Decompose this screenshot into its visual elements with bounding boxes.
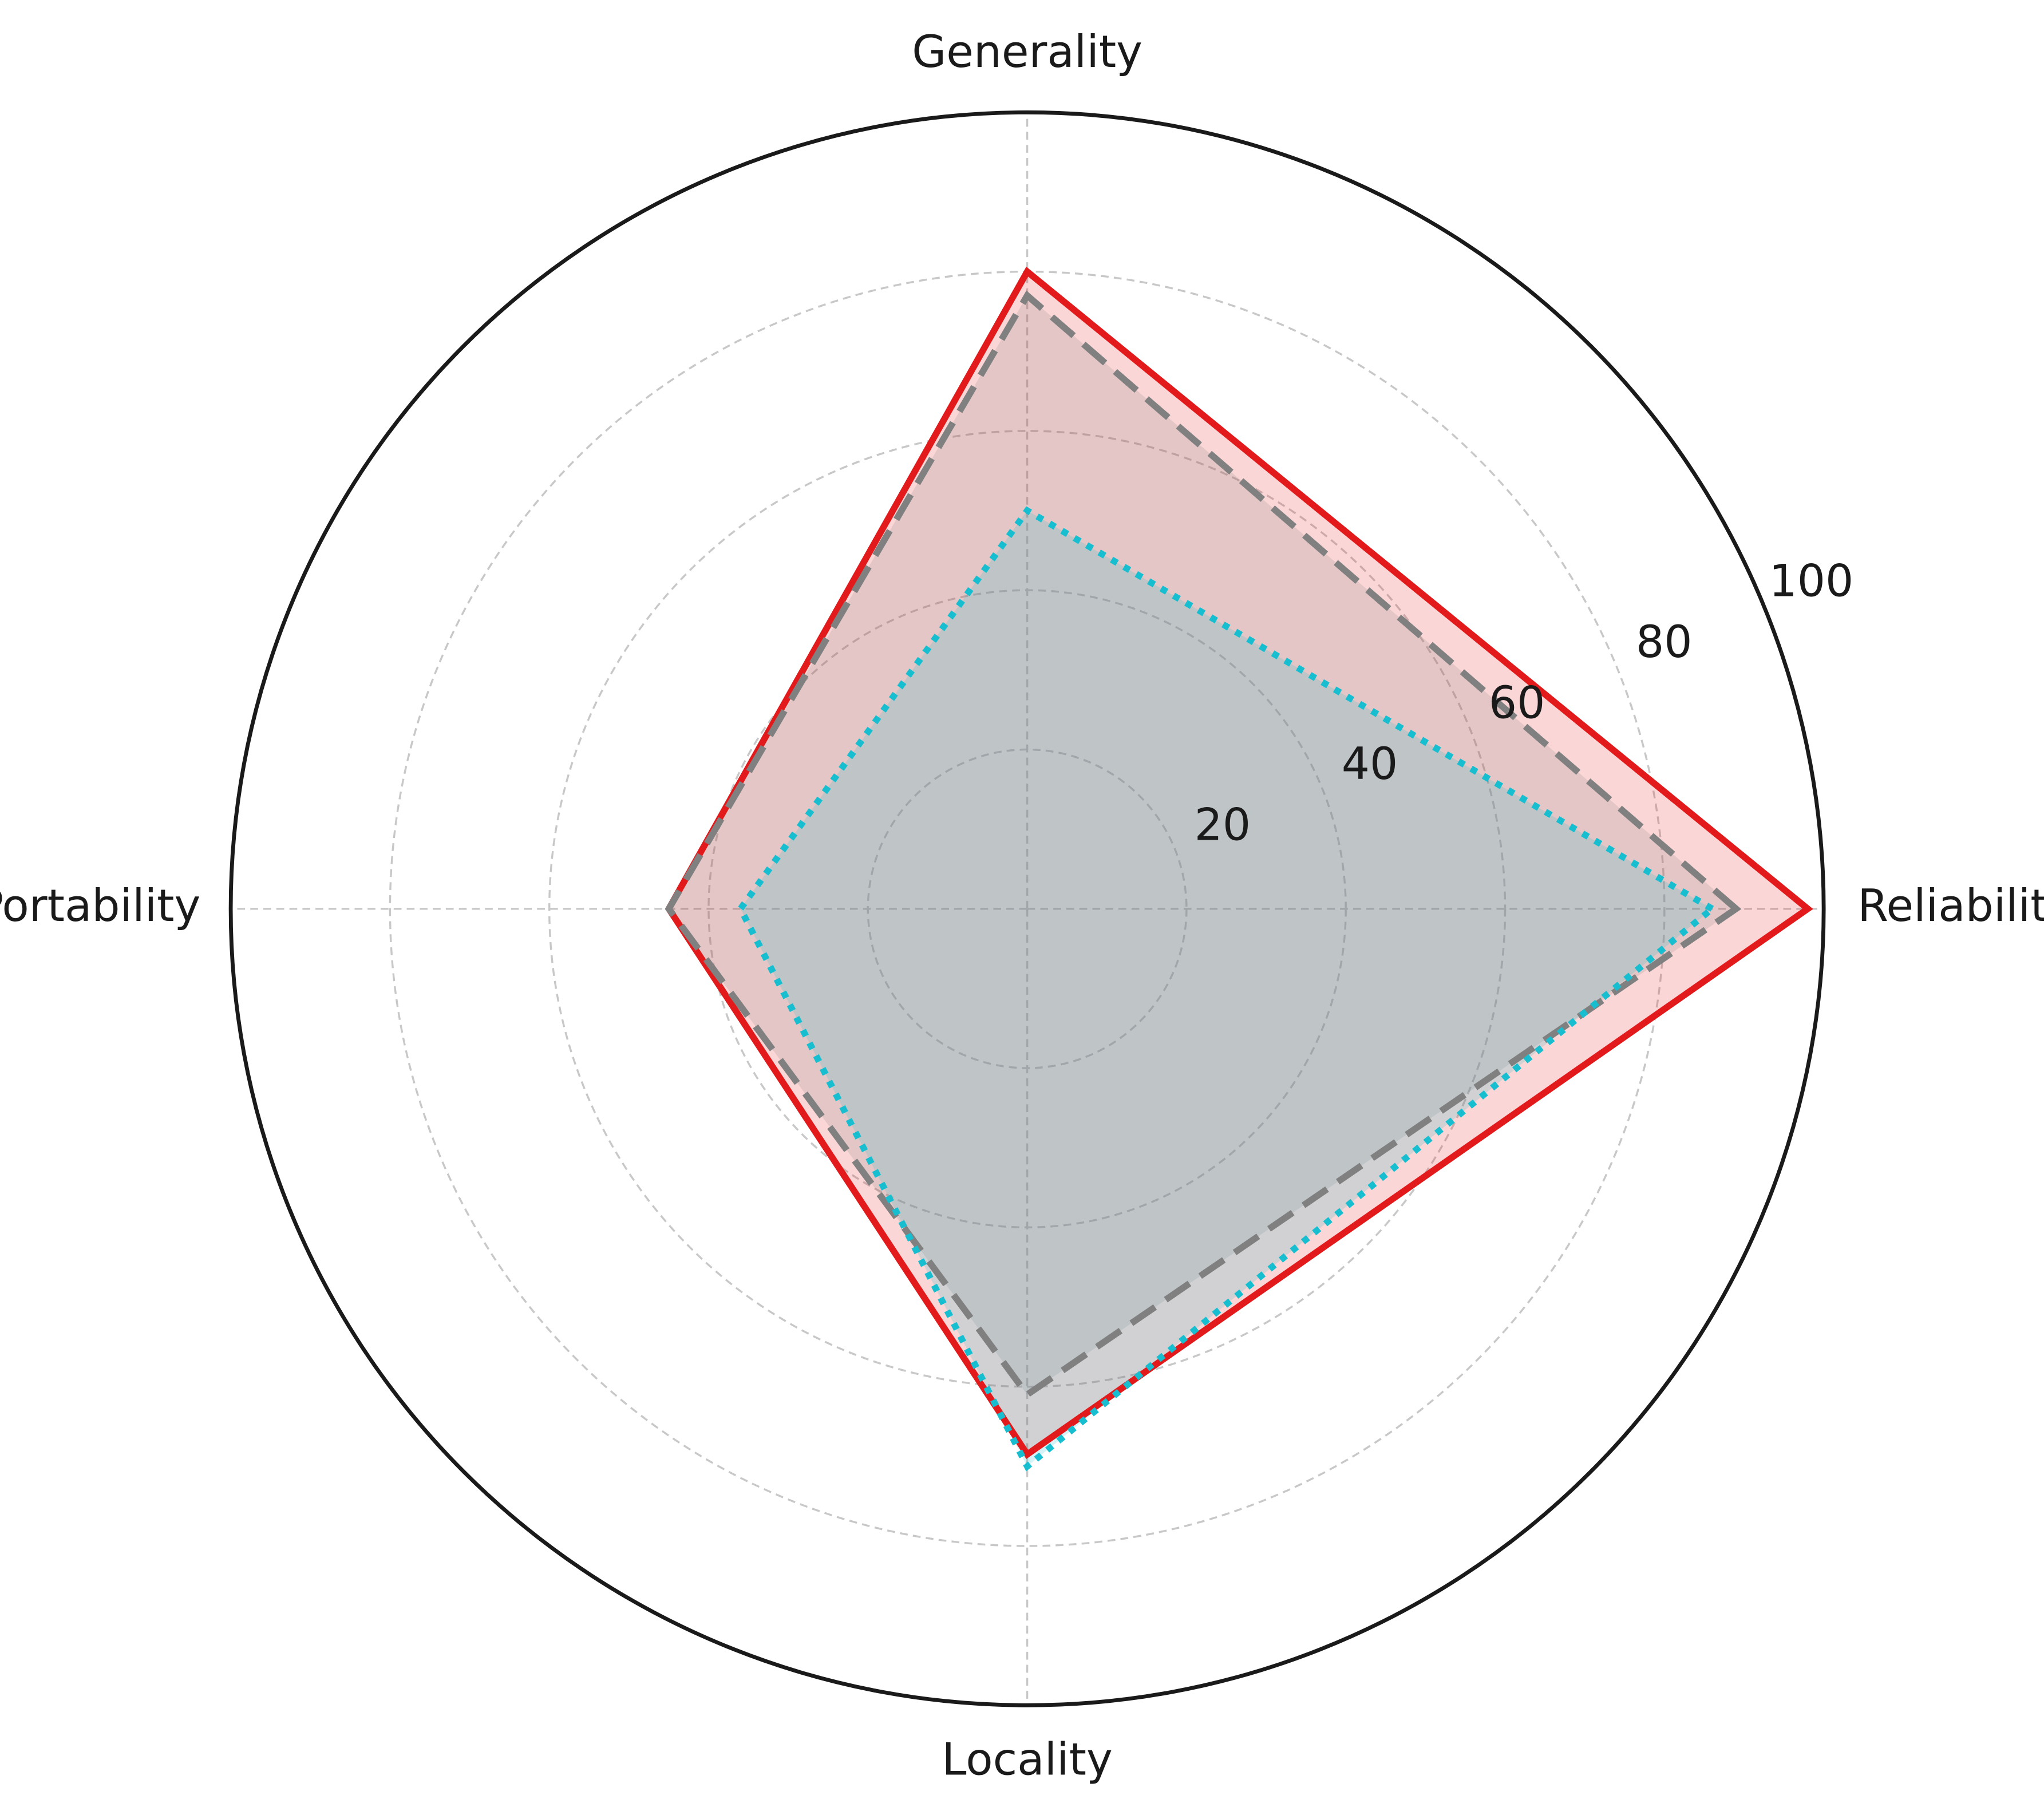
r-tick-label: 100 <box>1769 555 1853 607</box>
grid-ring <box>548 430 1507 1388</box>
r-tick-label: 40 <box>1342 738 1398 790</box>
r-tick-label: 80 <box>1636 616 1693 668</box>
outer-frame <box>228 110 1826 1707</box>
series-area <box>669 271 1808 1454</box>
r-tick-label: 60 <box>1489 677 1545 729</box>
category-label: Reliability <box>1857 880 2044 932</box>
series-line <box>665 290 1742 1399</box>
series-area <box>669 295 1737 1395</box>
category-label: Locality <box>942 1734 1112 1785</box>
series-area <box>740 511 1713 1466</box>
category-label: Portability <box>0 880 200 932</box>
r-tick-label: 20 <box>1195 799 1251 851</box>
category-label: Generality <box>912 26 1142 78</box>
